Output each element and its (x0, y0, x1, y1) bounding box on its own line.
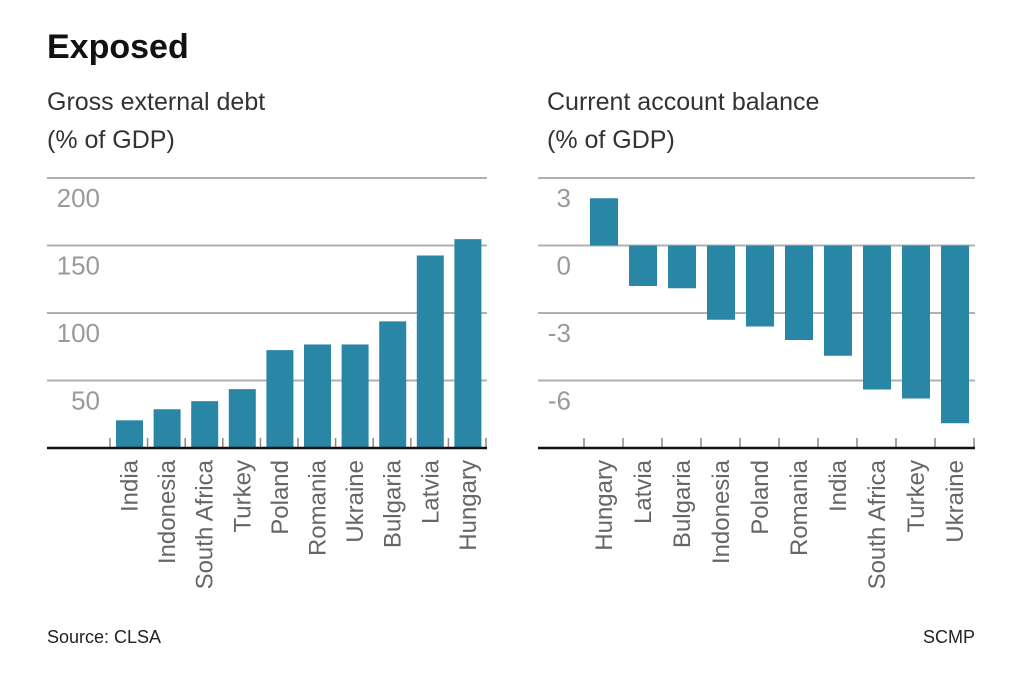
category-label: Poland (267, 460, 294, 535)
category-label: Bulgaria (669, 459, 696, 548)
y-tick-label: 200 (57, 183, 100, 213)
category-label: Romania (786, 459, 813, 556)
bar-india (824, 245, 852, 356)
category-label: South Africa (864, 459, 891, 589)
left-chart-subtitle: (% of GDP) (47, 126, 175, 154)
y-tick-label: 150 (57, 251, 100, 281)
bar-bulgaria (379, 321, 407, 448)
bar-ukraine (341, 344, 369, 448)
category-label: Indonesia (154, 459, 181, 564)
category-label: Ukraine (942, 460, 969, 543)
bar-indonesia (707, 245, 735, 320)
bar-hungary (454, 239, 482, 448)
y-tick-label: 3 (557, 183, 571, 213)
category-label: Hungary (455, 460, 482, 551)
category-label: Romania (305, 459, 332, 556)
bar-latvia (629, 245, 657, 286)
bar-romania (304, 344, 331, 448)
category-label: Poland (747, 460, 774, 535)
figure-title: Exposed (47, 28, 189, 66)
y-tick-label: -6 (548, 386, 571, 416)
left-chart-title: Gross external debt (47, 88, 265, 116)
category-label: India (117, 459, 144, 512)
right-chart-subtitle: (% of GDP) (547, 126, 675, 154)
category-label: Turkey (229, 460, 256, 532)
category-label: Latvia (417, 459, 444, 524)
category-label: Hungary (591, 460, 618, 551)
category-label: Turkey (903, 460, 930, 532)
bar-south-africa (191, 401, 219, 448)
bar-south-africa (863, 245, 891, 390)
category-label: Indonesia (708, 459, 735, 564)
y-tick-label: 50 (71, 386, 100, 416)
right-chart-current-account: 3 0 -3 -6 Hungary Latvia Bulgaria Indonesia Pola… (538, 177, 975, 589)
bar-ukraine (941, 245, 969, 424)
bar-romania (785, 245, 813, 340)
source-note: Source: CLSA (47, 627, 161, 647)
left-chart-debt: 200 150 100 50 India Indonesia South Africa Tur… (47, 177, 487, 589)
category-label: India (825, 459, 852, 512)
y-tick-label: 100 (57, 318, 100, 348)
category-label: Latvia (630, 459, 657, 524)
bar-bulgaria (668, 245, 696, 289)
category-label: Ukraine (342, 460, 369, 543)
credit-note: SCMP (923, 627, 975, 647)
bar-hungary (590, 198, 618, 246)
bar-turkey (902, 245, 930, 399)
right-chart-title: Current account balance (547, 88, 819, 116)
y-tick-label: -3 (548, 318, 571, 348)
bar-poland (746, 245, 774, 327)
bar-india (116, 420, 143, 448)
category-label: Bulgaria (380, 459, 407, 548)
bar-poland (266, 350, 294, 448)
bar-turkey (228, 389, 256, 448)
category-label: South Africa (192, 459, 219, 589)
bar-indonesia (153, 409, 181, 448)
y-tick-label: 0 (557, 251, 571, 281)
bar-latvia (416, 255, 444, 448)
